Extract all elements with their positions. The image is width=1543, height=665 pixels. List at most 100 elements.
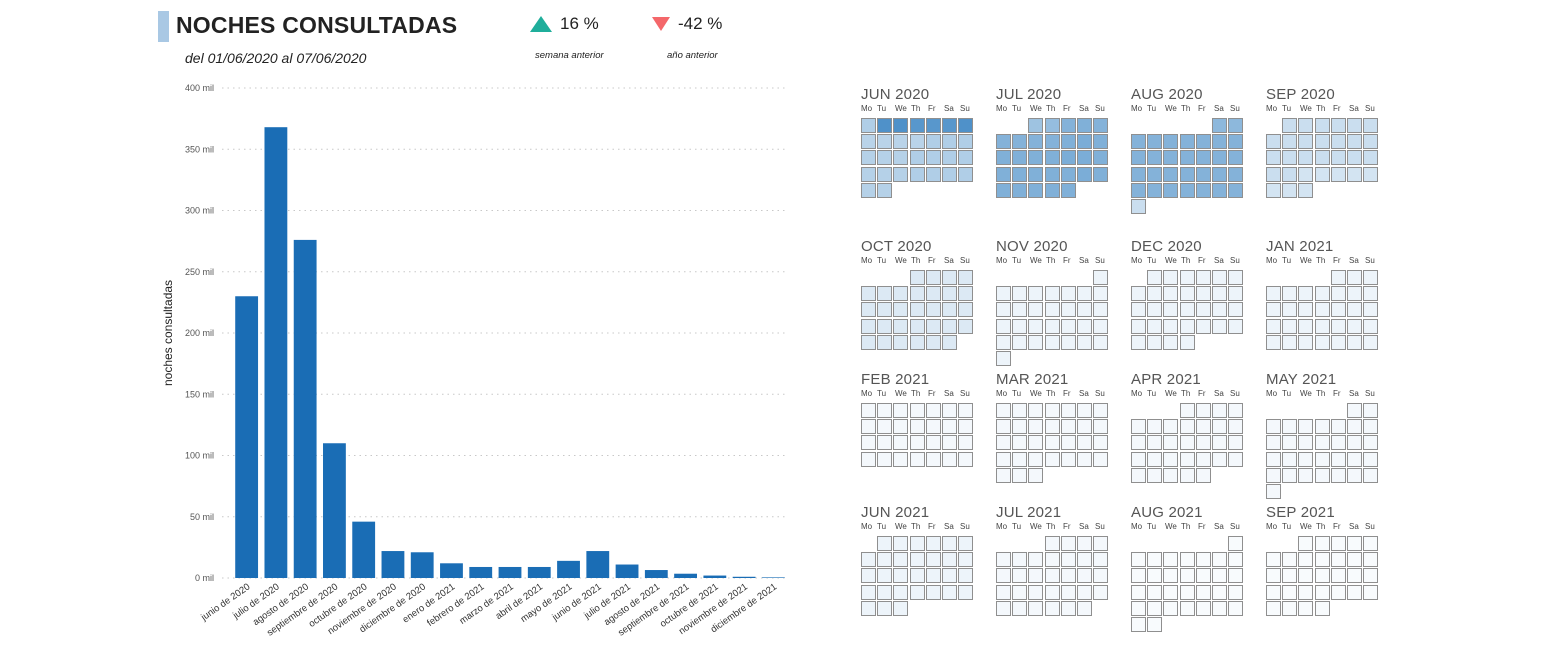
day-cell[interactable] (958, 286, 974, 302)
day-cell[interactable] (1131, 318, 1146, 334)
day-cell[interactable] (1195, 318, 1211, 334)
day-cell[interactable] (909, 318, 925, 334)
day-cell[interactable] (1228, 568, 1244, 584)
day-cell[interactable] (1131, 334, 1146, 350)
day-cell[interactable] (925, 403, 941, 418)
day-cell[interactable] (1012, 451, 1028, 467)
day-cell[interactable] (1298, 334, 1314, 350)
day-cell[interactable] (861, 134, 876, 150)
day-cell[interactable] (1347, 451, 1362, 467)
day-cell[interactable] (1163, 286, 1179, 302)
day-cell[interactable] (861, 286, 876, 302)
day-cell[interactable] (1228, 150, 1244, 166)
day-cell[interactable] (1298, 584, 1314, 600)
day-cell[interactable] (1330, 166, 1346, 182)
day-cell[interactable] (877, 568, 893, 584)
day-cell[interactable] (1077, 451, 1092, 467)
day-cell[interactable] (1028, 451, 1044, 467)
day-cell[interactable] (1298, 318, 1314, 334)
day-cell[interactable] (1298, 435, 1314, 451)
day-cell[interactable] (942, 419, 957, 435)
day-cell[interactable] (1363, 166, 1379, 182)
day-cell[interactable] (909, 166, 925, 182)
day-cell[interactable] (1298, 134, 1314, 150)
day-cell[interactable] (877, 451, 893, 467)
day-cell[interactable] (1093, 568, 1109, 584)
day-cell[interactable] (1028, 403, 1044, 418)
day-cell[interactable] (996, 334, 1011, 350)
day-cell[interactable] (925, 568, 941, 584)
day-cell[interactable] (925, 435, 941, 451)
day-cell[interactable] (1314, 536, 1330, 551)
day-cell[interactable] (1028, 568, 1044, 584)
day-cell[interactable] (1363, 318, 1379, 334)
day-cell[interactable] (861, 150, 876, 166)
day-cell[interactable] (1330, 318, 1346, 334)
day-cell[interactable] (925, 419, 941, 435)
day-cell[interactable] (893, 118, 909, 133)
day-cell[interactable] (1163, 182, 1179, 198)
day-cell[interactable] (1179, 166, 1195, 182)
day-cell[interactable] (893, 600, 909, 616)
day-cell[interactable] (1282, 584, 1298, 600)
day-cell[interactable] (1077, 536, 1092, 551)
day-cell[interactable] (1330, 134, 1346, 150)
day-cell[interactable] (996, 451, 1011, 467)
day-cell[interactable] (1093, 419, 1109, 435)
day-cell[interactable] (1012, 302, 1028, 318)
day-cell[interactable] (1266, 584, 1281, 600)
day-cell[interactable] (958, 584, 974, 600)
day-cell[interactable] (877, 403, 893, 418)
day-cell[interactable] (1163, 334, 1179, 350)
day-cell[interactable] (1363, 568, 1379, 584)
day-cell[interactable] (1147, 451, 1163, 467)
day-cell[interactable] (1060, 419, 1076, 435)
day-cell[interactable] (1266, 302, 1281, 318)
day-cell[interactable] (877, 552, 893, 568)
day-cell[interactable] (1347, 334, 1362, 350)
day-cell[interactable] (1179, 182, 1195, 198)
day-cell[interactable] (1266, 451, 1281, 467)
day-cell[interactable] (877, 118, 893, 133)
day-cell[interactable] (1195, 302, 1211, 318)
day-cell[interactable] (958, 166, 974, 182)
day-cell[interactable] (942, 150, 957, 166)
day-cell[interactable] (996, 419, 1011, 435)
day-cell[interactable] (1228, 302, 1244, 318)
day-cell[interactable] (1179, 568, 1195, 584)
day-cell[interactable] (1212, 568, 1227, 584)
day-cell[interactable] (1179, 318, 1195, 334)
day-cell[interactable] (1060, 536, 1076, 551)
day-cell[interactable] (942, 166, 957, 182)
day-cell[interactable] (942, 286, 957, 302)
day-cell[interactable] (925, 318, 941, 334)
day-cell[interactable] (1330, 270, 1346, 285)
day-cell[interactable] (1282, 318, 1298, 334)
day-cell[interactable] (1131, 134, 1146, 150)
day-cell[interactable] (1282, 334, 1298, 350)
day-cell[interactable] (1363, 584, 1379, 600)
day-cell[interactable] (1212, 552, 1227, 568)
day-cell[interactable] (1093, 536, 1109, 551)
day-cell[interactable] (1298, 568, 1314, 584)
day-cell[interactable] (1044, 536, 1060, 551)
day-cell[interactable] (877, 150, 893, 166)
day-cell[interactable] (1131, 419, 1146, 435)
day-cell[interactable] (1012, 419, 1028, 435)
day-cell[interactable] (1028, 467, 1044, 483)
day-cell[interactable] (1179, 302, 1195, 318)
day-cell[interactable] (1044, 584, 1060, 600)
day-cell[interactable] (996, 403, 1011, 418)
day-cell[interactable] (893, 451, 909, 467)
day-cell[interactable] (1195, 467, 1211, 483)
day-cell[interactable] (1131, 584, 1146, 600)
day-cell[interactable] (1282, 435, 1298, 451)
day-cell[interactable] (1347, 552, 1362, 568)
day-cell[interactable] (1330, 552, 1346, 568)
day-cell[interactable] (1298, 600, 1314, 616)
day-cell[interactable] (1195, 584, 1211, 600)
day-cell[interactable] (893, 552, 909, 568)
day-cell[interactable] (1266, 334, 1281, 350)
day-cell[interactable] (877, 166, 893, 182)
day-cell[interactable] (1179, 419, 1195, 435)
